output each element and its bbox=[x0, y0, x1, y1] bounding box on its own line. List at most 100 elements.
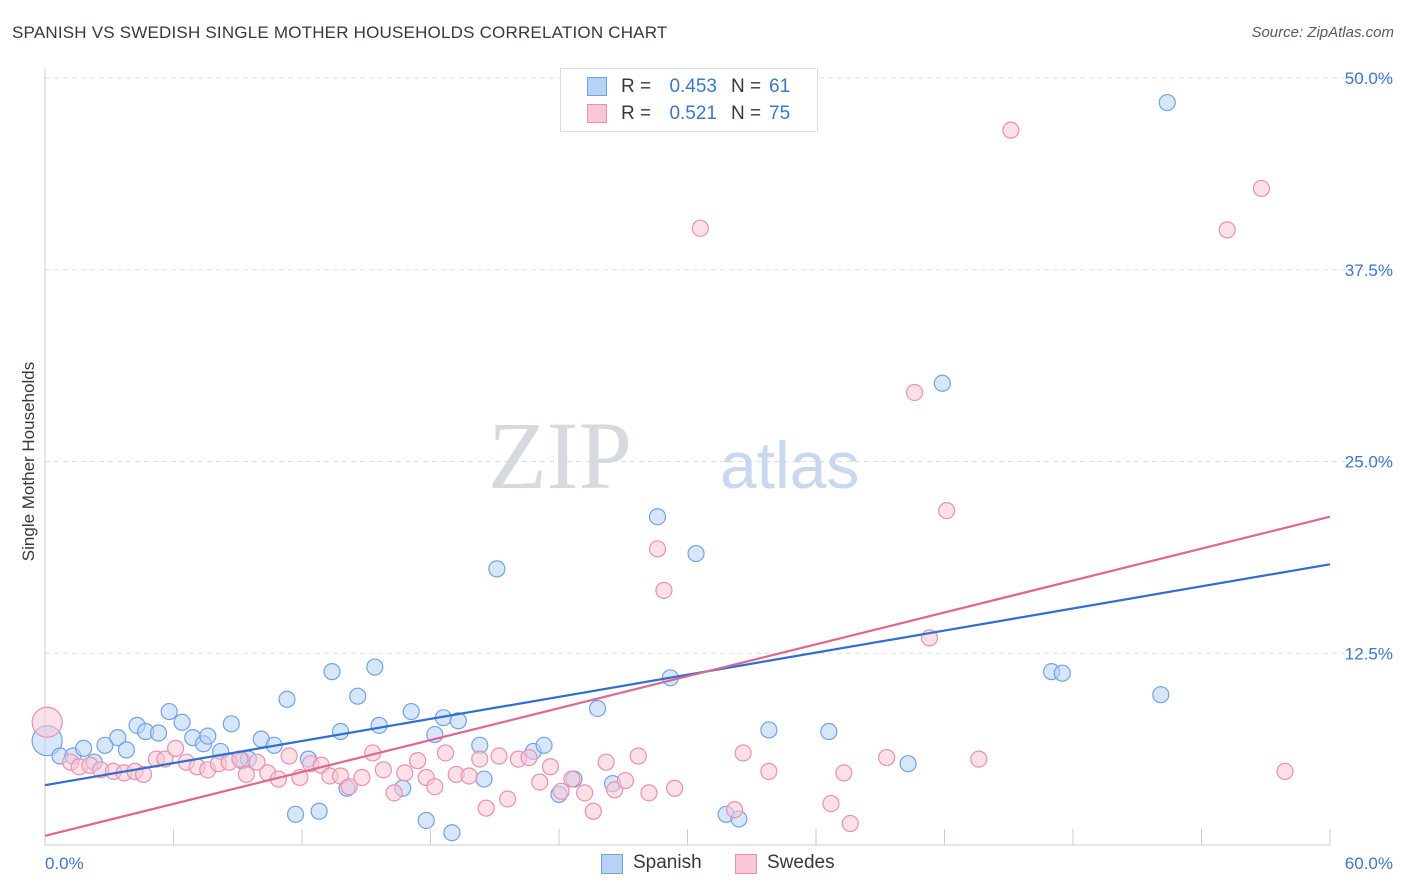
swedes-point bbox=[655, 581, 673, 599]
spanish-point bbox=[331, 722, 350, 741]
swedes-point bbox=[1218, 221, 1236, 239]
spanish-point bbox=[820, 722, 838, 741]
swedes-point bbox=[1002, 121, 1020, 139]
legend-r-value: 0.453 bbox=[669, 76, 717, 97]
swedes-point bbox=[640, 784, 658, 802]
swedes-point bbox=[666, 779, 684, 797]
spanish-point bbox=[323, 663, 341, 681]
bottom-legend-swedes-label: Swedes bbox=[767, 852, 835, 873]
grid-lines bbox=[45, 77, 1392, 654]
axis-labels: 12.5% 25.0% 37.5% 50.0% 0.0% 60.0% Single Moth… bbox=[19, 69, 1393, 873]
spanish-point bbox=[149, 724, 168, 742]
y-tick-label: 37.5% bbox=[1345, 261, 1393, 280]
watermark: ZIP atlas bbox=[488, 402, 859, 509]
legend-r-value: 0.521 bbox=[669, 103, 717, 124]
swedes-point bbox=[970, 750, 988, 768]
y-tick-label: 12.5% bbox=[1345, 644, 1393, 663]
swedes-point bbox=[477, 799, 495, 817]
y-tick-label: 50.0% bbox=[1345, 69, 1393, 88]
swedes-point bbox=[436, 744, 455, 762]
swedes-point bbox=[616, 771, 634, 790]
spanish-point bbox=[222, 715, 240, 733]
x-tick-label: 0.0% bbox=[45, 854, 84, 873]
watermark-zip: ZIP bbox=[488, 402, 632, 509]
legend-n-label: N = bbox=[731, 103, 762, 124]
y-tick-label: 25.0% bbox=[1345, 453, 1393, 472]
spanish-point bbox=[370, 716, 388, 734]
swedes-point bbox=[1252, 179, 1271, 198]
spanish-point bbox=[117, 741, 135, 759]
spanish-point bbox=[933, 374, 951, 392]
swedes-point bbox=[374, 761, 392, 779]
spanish-point bbox=[535, 736, 553, 754]
spanish-point bbox=[588, 699, 607, 718]
spanish-point bbox=[488, 560, 506, 578]
swedes-point bbox=[490, 747, 508, 765]
swedes-point bbox=[31, 706, 63, 738]
spanish-point bbox=[199, 727, 217, 745]
x-tick-label: 60.0% bbox=[1345, 854, 1393, 873]
legend-n-value: 61 bbox=[769, 76, 791, 97]
spanish-trend-line bbox=[44, 563, 1331, 787]
spanish-point bbox=[109, 729, 127, 747]
spanish-point bbox=[648, 508, 667, 526]
swedes-point bbox=[167, 739, 185, 757]
swedes-point bbox=[499, 790, 517, 808]
swedes-point bbox=[409, 752, 427, 770]
spanish-point bbox=[74, 739, 93, 757]
swedes-point bbox=[531, 773, 549, 791]
swedes-point bbox=[760, 762, 778, 780]
swedes-point bbox=[691, 219, 709, 237]
swedes-point bbox=[841, 814, 859, 833]
swedes-point bbox=[520, 748, 538, 767]
spanish-point bbox=[443, 824, 461, 842]
spanish-point bbox=[1158, 93, 1176, 112]
spanish-point bbox=[286, 805, 305, 823]
y-axis-title: Single Mother Households bbox=[19, 362, 38, 561]
spanish-swatch bbox=[587, 77, 607, 96]
swedes-point bbox=[629, 747, 647, 765]
swedes-point bbox=[541, 758, 560, 776]
swedes-point bbox=[134, 765, 153, 784]
swedes-trend-line bbox=[44, 515, 1331, 837]
spanish-point bbox=[687, 544, 705, 563]
legend-n-label: N = bbox=[731, 76, 762, 97]
spanish-point bbox=[173, 713, 191, 731]
swedes-point bbox=[938, 501, 956, 520]
spanish-point bbox=[1152, 686, 1170, 704]
spanish-swatch bbox=[601, 854, 623, 874]
swedes-point bbox=[280, 747, 298, 765]
swedes-point bbox=[734, 744, 752, 762]
legend-n-value: 75 bbox=[769, 103, 791, 124]
spanish-point bbox=[475, 770, 493, 788]
swedes-point bbox=[340, 778, 358, 796]
swedes-point bbox=[460, 767, 478, 785]
watermark-atlas: atlas bbox=[720, 428, 859, 502]
swedes-point bbox=[822, 794, 840, 813]
swedes-point bbox=[576, 784, 594, 802]
swedes-point bbox=[426, 778, 444, 796]
swedes-point bbox=[237, 765, 255, 784]
swedes-point bbox=[385, 784, 403, 802]
swedes-point bbox=[471, 750, 489, 768]
swedes-point bbox=[1276, 762, 1294, 780]
spanish-point bbox=[310, 802, 328, 820]
spanish-point bbox=[160, 702, 178, 721]
spanish-point bbox=[1053, 664, 1071, 682]
trend-lines bbox=[44, 515, 1331, 837]
legend-r-label: R = bbox=[621, 76, 652, 97]
spanish-point bbox=[449, 712, 467, 730]
swedes-swatch bbox=[587, 104, 607, 123]
chart-source: Source: ZipAtlas.com bbox=[1251, 24, 1394, 41]
swedes-point bbox=[878, 748, 896, 767]
spanish-point bbox=[760, 721, 778, 739]
swedes-point bbox=[552, 782, 570, 800]
swedes-point bbox=[905, 383, 924, 402]
spanish-point bbox=[899, 755, 917, 773]
chart-title: SPANISH VS SWEDISH SINGLE MOTHER HOUSEHO… bbox=[12, 23, 668, 42]
spanish-point bbox=[278, 690, 296, 708]
swedes-point bbox=[648, 540, 667, 558]
bottom-legend-spanish-label: Spanish bbox=[633, 852, 702, 873]
spanish-point bbox=[402, 702, 420, 721]
